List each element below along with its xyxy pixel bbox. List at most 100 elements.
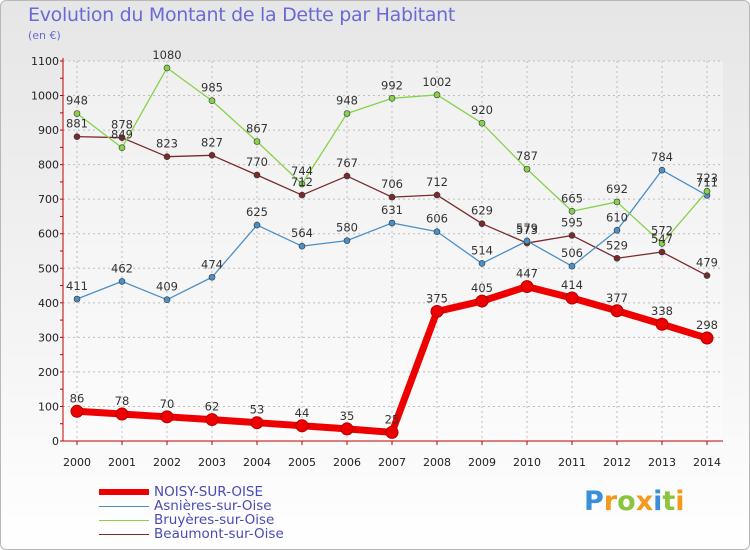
data-label: 1002 (422, 75, 451, 89)
data-point (388, 193, 396, 201)
data-label: 723 (696, 171, 718, 185)
data-point (658, 248, 666, 256)
data-point (340, 422, 354, 436)
data-point (658, 240, 666, 247)
data-label: 711 (696, 175, 718, 189)
legend-swatch-bruyeres (99, 520, 149, 521)
data-label: 462 (111, 261, 133, 275)
data-label: 867 (246, 121, 268, 135)
data-label: 744 (291, 164, 313, 178)
data-point (115, 407, 129, 421)
data-label: 86 (70, 391, 85, 405)
data-point (565, 291, 579, 305)
data-label: 338 (651, 304, 673, 318)
data-point (385, 425, 399, 439)
data-label: 44 (295, 406, 310, 420)
data-label: 784 (651, 150, 673, 164)
x-tick-label: 2003 (198, 456, 226, 469)
legend-swatch-asnieres (99, 506, 149, 507)
y-tick-label: 1100 (31, 55, 59, 68)
data-label: 474 (201, 257, 223, 271)
data-label: 579 (516, 221, 538, 235)
data-label: 25 (385, 412, 400, 426)
data-label: 629 (471, 204, 493, 218)
data-label: 770 (246, 155, 268, 169)
y-tick-label: 800 (38, 159, 59, 172)
data-point (163, 64, 171, 72)
data-label: 405 (471, 281, 493, 295)
data-label: 298 (696, 318, 718, 332)
data-point (613, 254, 621, 262)
x-tick-label: 2008 (423, 456, 451, 469)
data-label: 665 (561, 191, 583, 205)
data-point (568, 262, 576, 270)
data-label: 529 (606, 238, 628, 252)
y-tick-label: 500 (38, 262, 59, 275)
logo-letter: o (617, 486, 636, 517)
x-tick-label: 2006 (333, 456, 361, 469)
data-label: 712 (426, 175, 448, 189)
data-point (430, 304, 444, 318)
y-tick-label: 200 (38, 366, 59, 379)
data-point (568, 207, 576, 215)
data-label: 53 (250, 403, 265, 417)
y-tick-label: 700 (38, 193, 59, 206)
data-point (295, 419, 309, 433)
data-label: 692 (606, 182, 628, 196)
data-label: 992 (381, 78, 403, 92)
x-tick-label: 2001 (108, 456, 136, 469)
x-tick-label: 2013 (648, 456, 676, 469)
data-label: 547 (651, 232, 673, 246)
data-point (73, 110, 81, 117)
logo-letter: i (675, 486, 685, 517)
data-point (298, 180, 306, 188)
logo-letter: x (635, 486, 654, 517)
data-label: 35 (340, 409, 355, 423)
data-point (163, 296, 171, 304)
data-label: 767 (336, 156, 358, 170)
legend-label-beaumont: Beaumont-sur-Oise (154, 526, 284, 542)
data-label: 564 (291, 226, 313, 240)
data-point (523, 165, 531, 173)
data-label: 827 (201, 135, 223, 149)
data-label: 606 (426, 212, 448, 226)
data-point (703, 187, 711, 195)
data-point (73, 133, 81, 140)
data-point (655, 317, 669, 331)
data-point (478, 220, 486, 228)
data-label: 948 (336, 94, 358, 108)
data-point (613, 198, 621, 206)
logo-letter: t (662, 486, 676, 517)
data-point (703, 272, 711, 279)
data-point (298, 242, 306, 250)
data-label: 878 (111, 118, 133, 132)
data-label: 409 (156, 280, 178, 294)
data-label: 572 (651, 223, 673, 237)
chart-title: Evolution du Montant de la Dette par Hab… (28, 4, 456, 26)
data-point (160, 410, 174, 424)
legend-swatch-noisy (99, 489, 149, 495)
data-point (208, 152, 216, 159)
data-label: 414 (561, 278, 583, 292)
data-point (433, 91, 441, 99)
data-label: 78 (115, 394, 130, 408)
data-label: 580 (336, 221, 358, 235)
data-point (610, 304, 624, 318)
data-label: 610 (606, 210, 628, 224)
logo-letter: i (653, 486, 663, 517)
data-label: 849 (111, 128, 133, 142)
data-label: 411 (66, 279, 88, 293)
data-point (205, 413, 219, 427)
data-point (208, 273, 216, 281)
x-tick-label: 2005 (288, 456, 316, 469)
data-point (118, 278, 126, 285)
data-point (208, 97, 216, 105)
x-tick-label: 2010 (513, 456, 541, 469)
data-label: 70 (160, 397, 175, 411)
data-point (433, 191, 441, 199)
data-point (70, 404, 84, 418)
data-point (253, 171, 261, 179)
data-label: 706 (381, 177, 403, 191)
data-label: 595 (561, 215, 583, 229)
